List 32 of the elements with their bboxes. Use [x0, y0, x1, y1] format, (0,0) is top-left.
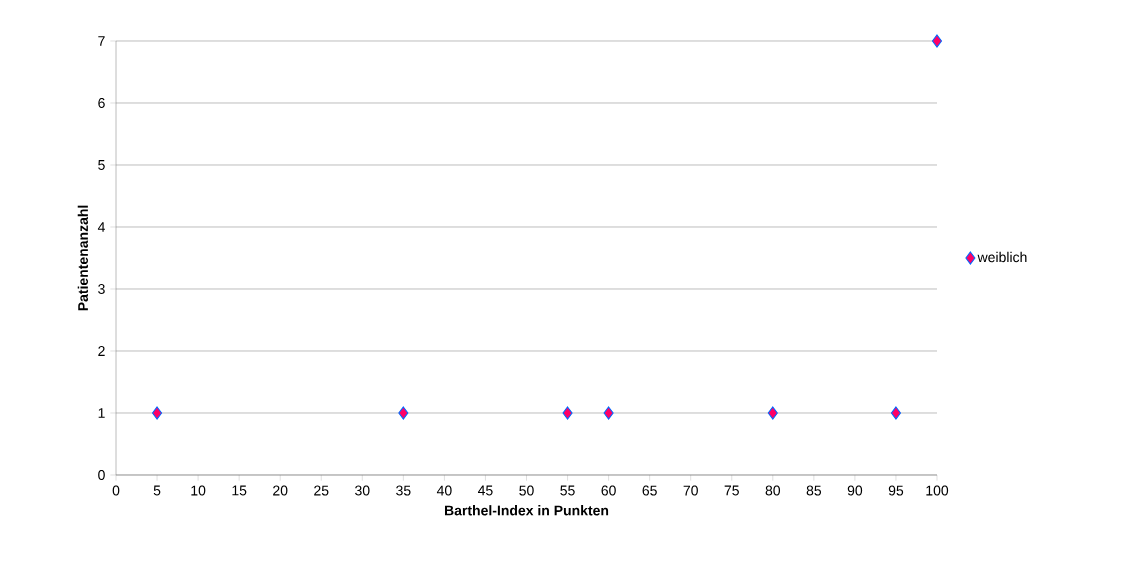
x-tick-label: 35 [396, 485, 411, 496]
y-tick-label: 6 [98, 98, 105, 108]
x-tick-label: 65 [642, 485, 657, 496]
x-tick-label: 40 [436, 485, 452, 496]
y-tick-label: 0 [98, 470, 105, 480]
x-tick-label: 95 [888, 485, 904, 496]
x-tick-label: 30 [355, 485, 370, 496]
x-tick-label: 45 [477, 485, 493, 496]
x-tick-label: 80 [765, 485, 781, 496]
x-tick-label: 15 [232, 485, 247, 496]
x-tick-label: 70 [683, 485, 698, 496]
x-tick-label: 100 [926, 485, 949, 496]
y-tick-label: 5 [98, 160, 105, 170]
x-tick-label: 55 [560, 485, 575, 496]
x-tick-label: 0 [112, 485, 120, 496]
x-tick-label: 20 [273, 485, 288, 496]
x-tick-label: 25 [314, 485, 329, 496]
x-tick-label: 5 [153, 485, 161, 496]
x-tick-label: 10 [191, 485, 206, 496]
y-tick-label: 2 [98, 346, 105, 356]
x-tick-label: 85 [806, 485, 822, 496]
x-tick-label: 75 [724, 485, 739, 496]
legend-label: weiblich [977, 251, 1027, 263]
x-tick-label: 50 [519, 485, 534, 496]
x-axis-title: Barthel-Index in Punkten [444, 505, 609, 516]
y-tick-label: 3 [98, 284, 105, 294]
x-tick-label: 90 [847, 485, 863, 496]
y-axis-title: Patientenanzahl [77, 205, 89, 311]
x-tick-label: 60 [601, 485, 616, 496]
y-tick-label: 4 [97, 222, 105, 232]
y-tick-label: 7 [98, 36, 105, 46]
y-tick-label: 1 [98, 408, 105, 418]
